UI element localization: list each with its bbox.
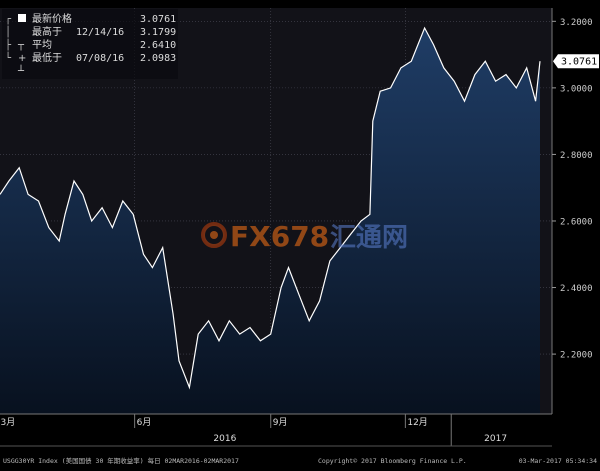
watermark-text-cn: 汇通网 [330, 223, 408, 253]
legend-label-high: 最高于 [32, 25, 62, 38]
legend-label-avg: 平均 [32, 39, 52, 51]
y-axis: 3.2000 3.0000 2.8000 2.6000 2.4000 2.2000 [551, 8, 593, 414]
footer-right: 03-Mar-2017 05:34:34 [519, 457, 597, 465]
x-tick-label-2: 9月 [273, 417, 288, 428]
watermark: FX678 汇通网 [201, 220, 408, 253]
y-tick-label-3: 2.6000 [560, 217, 593, 227]
y-tick-label-2: 2.8000 [560, 151, 593, 161]
footer-left: USGG30YR Index (美国国债 30 年期收益率) 每日 02MAR2… [3, 456, 239, 465]
legend-value-high: 3.1799 [140, 27, 176, 38]
footer-center: Copyright© 2017 Bloomberg Finance L.P. [318, 457, 467, 465]
x-axis-band [0, 414, 552, 429]
y-tick-label-1: 3.0000 [560, 84, 593, 94]
y-tick-label-5: 2.2000 [560, 351, 593, 361]
avg-marker-icon: + [18, 53, 26, 64]
legend: ┌ │ ├ └ ┬ + ┴ 最新价格 3.0761 最高于 12/14/16 3… [2, 9, 178, 79]
area-fill [0, 28, 540, 414]
legend-label-low: 最低于 [32, 51, 62, 64]
x-axis: 3月 6月 9月 12月 2016 2017 [0, 414, 552, 447]
x-tick-label-0: 3月 [1, 417, 16, 428]
watermark-logo-icon [201, 222, 227, 248]
legend-value-avg: 2.6410 [140, 40, 176, 51]
legend-bracket-2: │ [5, 25, 11, 38]
last-price-tag-shape [553, 54, 599, 69]
y-tick-label-4: 2.4000 [560, 284, 593, 294]
min-marker-icon: ┴ [17, 64, 25, 77]
legend-bracket-3: ├ [5, 38, 12, 51]
watermark-text-fx: FX678 [230, 220, 329, 253]
y-tick-label-0: 3.2000 [560, 18, 593, 28]
legend-value-low: 2.0983 [140, 53, 176, 64]
x-tick-label-1: 6月 [137, 417, 152, 428]
legend-date-low: 07/08/16 [76, 53, 124, 64]
legend-background [2, 9, 178, 79]
legend-value-last: 3.0761 [140, 14, 176, 25]
year-label-1: 2017 [484, 434, 507, 444]
series-line [0, 26, 541, 390]
legend-bracket-4: └ [5, 51, 12, 64]
legend-bracket-1: ┌ [5, 14, 12, 25]
legend-date-high: 12/14/16 [76, 27, 124, 38]
max-marker-icon: ┬ [17, 40, 25, 51]
x-tick-label-3: 12月 [407, 417, 427, 428]
last-price-tag-text: 3.0761 [561, 57, 597, 68]
last-price-tag: 3.0761 [553, 54, 599, 69]
watermark-logo-dot [210, 231, 218, 239]
legend-label-last: 最新价格 [32, 12, 72, 25]
legend-swatch [18, 14, 26, 22]
year-label-0: 2016 [213, 434, 236, 444]
